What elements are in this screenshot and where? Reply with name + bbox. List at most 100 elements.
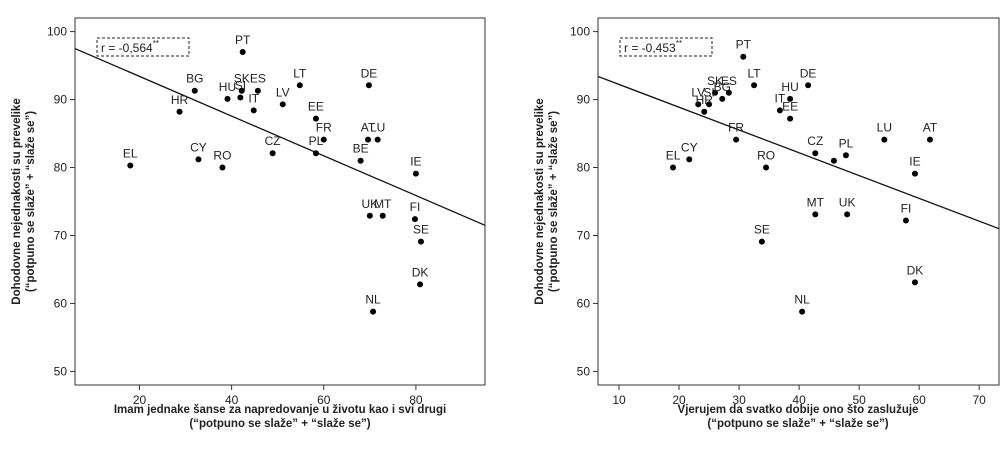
y-axis-title: (“potpuno se slaže” + “slaže se”) — [25, 111, 37, 292]
x-axis-title: Vjerujem da svatko dobije ono što zasluž… — [678, 404, 919, 416]
point-label: DK — [907, 263, 924, 277]
point — [417, 238, 424, 245]
point-label: LV — [691, 85, 705, 99]
point-label: MT — [807, 195, 825, 209]
y-tick-label: 80 — [54, 161, 68, 175]
point-label: DK — [412, 265, 429, 279]
x-tick-label: 10 — [612, 393, 626, 407]
point-label: CZ — [265, 134, 281, 148]
point — [364, 136, 371, 143]
point-label: PL — [309, 134, 324, 148]
point — [695, 101, 702, 108]
point-label: EL — [666, 149, 681, 163]
point — [812, 211, 819, 218]
point-label: ES — [250, 72, 266, 86]
x-tick-label: 60 — [317, 393, 331, 407]
point — [911, 170, 918, 177]
point — [751, 82, 758, 89]
point — [296, 82, 303, 89]
point — [239, 48, 246, 55]
point-label: PT — [235, 33, 251, 47]
r-sup: ** — [153, 39, 159, 48]
y-tick-label: 100 — [570, 25, 590, 39]
plot-frame — [74, 17, 486, 386]
r-value: r = -0,453 — [624, 41, 676, 55]
point — [412, 170, 419, 177]
point — [254, 87, 261, 94]
point — [670, 164, 677, 171]
point — [191, 87, 198, 94]
point-label: SI — [235, 79, 246, 93]
y-axis-title: Dohodovne nejednakosti su prevelike — [11, 98, 23, 304]
point — [374, 136, 381, 143]
r-label: r = -0,453** — [624, 39, 682, 55]
point-label: SE — [754, 223, 770, 237]
point — [842, 152, 849, 159]
point — [357, 157, 364, 164]
point-label: MT — [374, 197, 392, 211]
point-label: LU — [877, 121, 892, 135]
y-tick-label: 70 — [577, 228, 591, 242]
point — [830, 157, 837, 164]
point — [250, 107, 257, 114]
point-label: LT — [293, 66, 307, 80]
point-label: AT — [361, 121, 376, 135]
plot-frame — [597, 17, 1000, 386]
point-label: HU — [219, 80, 236, 94]
point-label: SE — [413, 223, 429, 237]
point — [320, 136, 327, 143]
x-tick-label: 50 — [852, 393, 866, 407]
point-label: IT — [248, 91, 259, 105]
point-label: NL — [365, 293, 381, 307]
y-tick-label: 100 — [47, 25, 67, 39]
y-axis-title: Dohodovne nejednakosti su prevelike — [534, 98, 546, 304]
point-label: HR — [696, 93, 714, 107]
point-label: CY — [681, 140, 698, 154]
point — [787, 115, 794, 122]
x-tick-label: 20 — [672, 393, 686, 407]
point-label: SK — [234, 72, 250, 86]
point — [279, 101, 286, 108]
point — [719, 95, 726, 102]
point-label: IE — [410, 155, 421, 169]
point-label: FR — [728, 121, 744, 135]
point — [902, 217, 909, 224]
trend-line — [75, 47, 485, 226]
point-label: FR — [316, 121, 332, 135]
point — [844, 211, 851, 218]
point — [787, 95, 794, 102]
point-label: AT — [923, 121, 938, 135]
point-label: EE — [782, 100, 798, 114]
point-label: CY — [190, 140, 207, 154]
point — [686, 156, 693, 163]
point — [417, 281, 424, 288]
x-tick-label: 70 — [973, 393, 987, 407]
point — [725, 89, 732, 96]
x-tick-label: 40 — [225, 393, 239, 407]
y-tick-label: 50 — [54, 364, 68, 378]
point-label: CZ — [807, 134, 823, 148]
y-tick-label: 90 — [54, 93, 68, 107]
point-label: IE — [909, 155, 920, 169]
x-tick-label: 20 — [133, 393, 147, 407]
point-label: IT — [775, 91, 786, 105]
y-tick-label: 70 — [54, 228, 68, 242]
point — [763, 164, 770, 171]
point — [312, 115, 319, 122]
x-tick-label: 30 — [732, 393, 746, 407]
point — [911, 279, 918, 286]
point — [379, 212, 386, 219]
point-label: BG — [714, 80, 731, 94]
point — [312, 150, 319, 157]
point — [127, 162, 134, 169]
x-axis-title: (“potpuno se slaže” + “slaže se”) — [189, 418, 370, 430]
point — [758, 238, 765, 245]
point — [733, 136, 740, 143]
y-tick-label: 90 — [577, 93, 591, 107]
y-tick-label: 80 — [577, 161, 591, 175]
point — [799, 308, 806, 315]
y-tick-label: 60 — [577, 296, 591, 310]
point — [740, 53, 747, 60]
x-tick-label: 60 — [912, 393, 926, 407]
x-axis-title: Imam jednake šanse za napredovanje u živ… — [114, 404, 446, 416]
